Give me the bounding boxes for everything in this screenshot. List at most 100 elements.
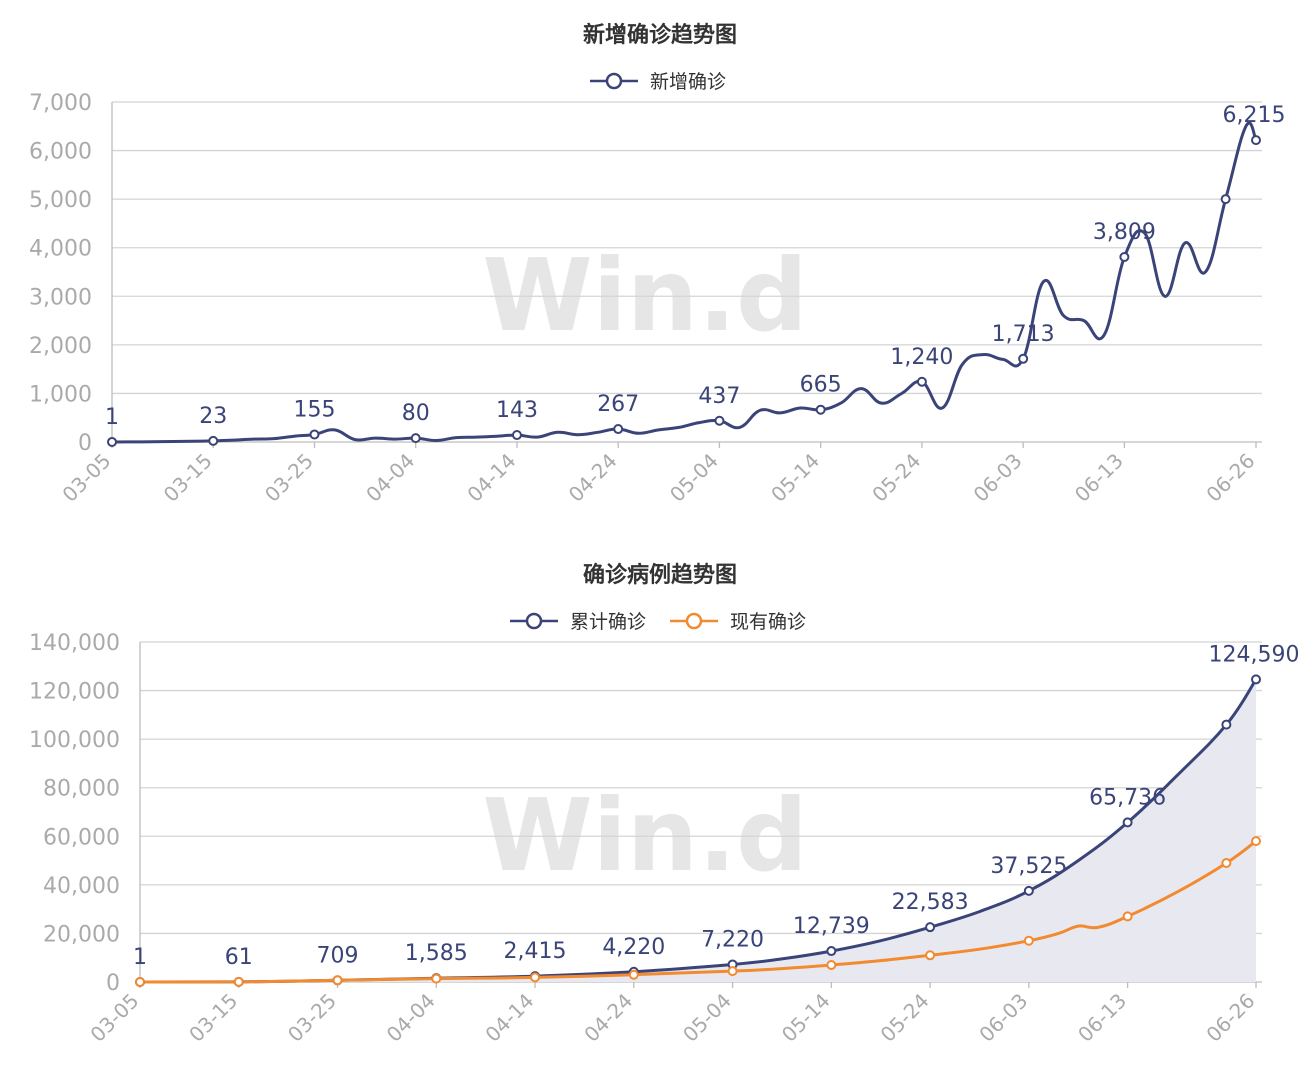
x-tick-label: 06-13: [1070, 449, 1128, 507]
x-tick-label: 06-13: [1073, 989, 1131, 1047]
data-point[interactable]: [826, 946, 837, 957]
data-point[interactable]: [1122, 911, 1133, 922]
x-tick-label: 06-26: [1201, 449, 1259, 507]
data-label: 143: [496, 398, 538, 423]
new-cases-chart: Win.d 新增确诊趋势图 新增确诊 0 1,000 2,000 3,000 4,000…: [29, 22, 1285, 507]
data-point[interactable]: [815, 404, 826, 415]
y-tick-label: 6,000: [29, 140, 92, 165]
data-label: 665: [800, 373, 842, 398]
data-label: 12,739: [793, 914, 870, 939]
x-tick-label: 05-04: [665, 449, 723, 507]
data-point[interactable]: [1119, 251, 1130, 262]
data-point[interactable]: [332, 975, 343, 986]
data-point[interactable]: [1023, 935, 1034, 946]
data-label: 65,736: [1089, 785, 1166, 810]
data-label: 1: [105, 405, 119, 430]
y-tick-label: 3,000: [29, 285, 92, 310]
data-label: 23: [199, 404, 227, 429]
data-point[interactable]: [1221, 719, 1232, 730]
data-point[interactable]: [309, 429, 320, 440]
x-axis: 03-05 03-15 03-25 04-04 04-14 04-24 05-04 05-14…: [85, 982, 1260, 1047]
data-point[interactable]: [208, 435, 219, 446]
chart-title: 新增确诊趋势图: [583, 22, 737, 48]
x-tick-label: 03-15: [184, 989, 242, 1047]
data-point[interactable]: [107, 436, 117, 447]
data-point[interactable]: [714, 415, 725, 426]
x-tick-label: 05-14: [777, 989, 835, 1047]
y-tick-label: 60,000: [43, 825, 120, 850]
data-point[interactable]: [628, 969, 639, 980]
data-label: 155: [293, 397, 335, 422]
data-point[interactable]: [826, 960, 837, 970]
data-point[interactable]: [530, 972, 541, 983]
data-point[interactable]: [727, 966, 738, 977]
data-point[interactable]: [1251, 836, 1261, 847]
data-point[interactable]: [1023, 885, 1034, 896]
data-point[interactable]: [135, 976, 145, 987]
series: [135, 674, 1261, 987]
y-tick-label: 140,000: [29, 631, 120, 656]
series-line: [111, 121, 1258, 444]
legend-circle-icon: [605, 72, 623, 90]
data-label: 7,220: [701, 927, 764, 952]
x-tick-label: 06-03: [974, 989, 1032, 1047]
y-tick-label: 20,000: [43, 922, 120, 947]
y-tick-label: 0: [106, 971, 120, 996]
data-point[interactable]: [925, 950, 936, 961]
data-point[interactable]: [1122, 817, 1133, 828]
data-label: 1,585: [405, 941, 468, 966]
data-point[interactable]: [1251, 674, 1261, 685]
watermark: Win.d: [482, 777, 807, 894]
data-label: 1: [133, 945, 147, 970]
y-tick-label: 40,000: [43, 874, 120, 899]
y-tick-label: 0: [78, 431, 92, 456]
y-tick-label: 5,000: [29, 188, 92, 213]
data-point[interactable]: [233, 976, 244, 987]
x-tick-label: 03-25: [283, 989, 341, 1047]
data-label: 3,809: [1093, 220, 1156, 245]
data-point[interactable]: [410, 433, 421, 444]
data-label: 1,240: [890, 345, 953, 370]
chart-title: 确诊病例趋势图: [583, 562, 737, 588]
x-tick-label: 05-24: [876, 989, 934, 1047]
legend[interactable]: 新增确诊: [590, 71, 726, 93]
y-axis: 0 20,000 40,000 60,000 80,000 100,000 120,000 1…: [29, 631, 120, 996]
data-point[interactable]: [1251, 135, 1261, 146]
x-axis: 03-05 03-15 03-25 04-04 04-14 04-24 05-04 05-14…: [57, 442, 1260, 507]
y-tick-label: 2,000: [29, 334, 92, 359]
series-area: [140, 679, 1256, 983]
data-point[interactable]: [511, 430, 522, 441]
data-point[interactable]: [1221, 858, 1232, 868]
x-tick-label: 05-24: [867, 449, 925, 507]
y-tick-label: 1,000: [29, 382, 92, 407]
y-tick-label: 4,000: [29, 237, 92, 262]
legend-label-new-cases: 新增确诊: [650, 71, 726, 93]
data-point[interactable]: [613, 424, 624, 435]
watermark: Win.d: [482, 237, 807, 354]
x-tick-label: 04-14: [462, 449, 520, 507]
data-point[interactable]: [431, 973, 442, 984]
y-tick-label: 120,000: [29, 680, 120, 705]
data-point[interactable]: [1220, 194, 1231, 205]
data-label: 709: [317, 943, 359, 968]
legend-label-cumulative: 累计确诊: [570, 611, 646, 633]
series-line: [139, 839, 1257, 984]
x-tick-label: 04-24: [579, 989, 637, 1047]
data-label: 2,415: [504, 939, 567, 964]
grid: [111, 101, 1262, 443]
data-point[interactable]: [1018, 353, 1029, 364]
data-labels: 1 61 709 1,585 2,415 4,220 7,220 12,739 22,583 37…: [133, 642, 1299, 970]
data-point[interactable]: [916, 376, 927, 387]
data-label: 437: [698, 384, 740, 409]
legend-circle-icon: [685, 612, 703, 630]
x-tick-label: 06-26: [1201, 989, 1259, 1047]
y-tick-label: 100,000: [29, 728, 120, 753]
data-labels: 1 23 155 80 143 267 437 665 1,240 1,713 3,809 6,215: [105, 103, 1285, 430]
legend[interactable]: 累计确诊 现有确诊: [510, 611, 806, 633]
x-tick-label: 03-05: [57, 449, 115, 507]
data-label: 61: [225, 945, 253, 970]
y-axis: 0 1,000 2,000 3,000 4,000 5,000 6,000 7,000: [29, 91, 92, 456]
data-point[interactable]: [925, 922, 936, 933]
